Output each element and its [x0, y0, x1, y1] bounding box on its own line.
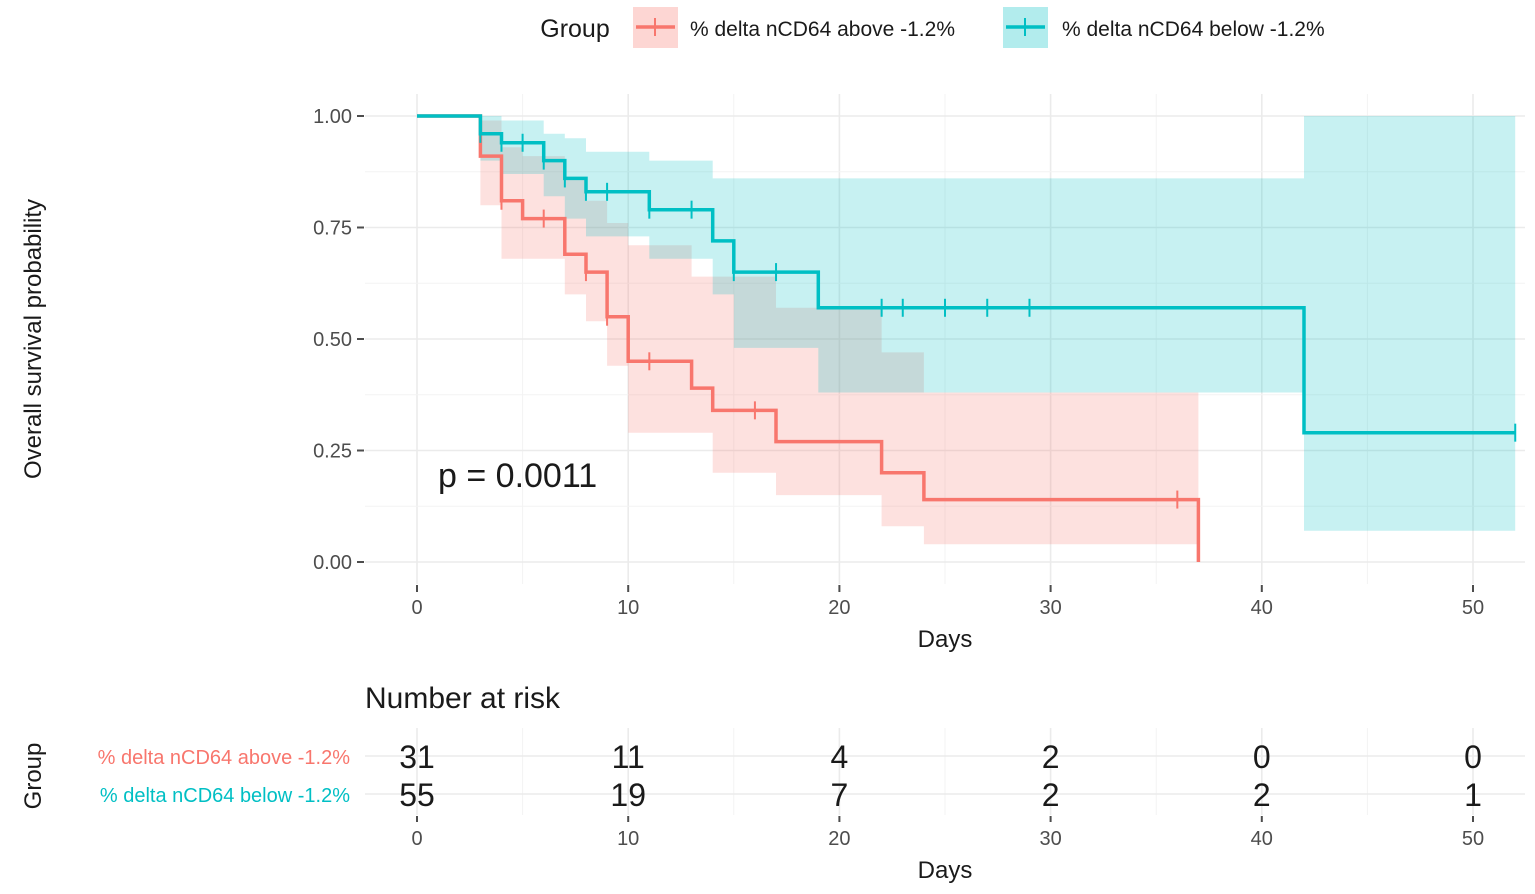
- risk-cell-above: 0: [1253, 739, 1271, 775]
- risk-cell-above: 2: [1042, 739, 1060, 775]
- x-tick-label: 10: [617, 597, 639, 619]
- risk-cell-below: 19: [610, 777, 646, 813]
- risk-table-y-title: Group: [20, 743, 47, 810]
- risk-table-x-title: Days: [918, 857, 973, 884]
- risk-cell-above: 11: [612, 739, 645, 775]
- y-tick-label: 1.00: [313, 106, 352, 128]
- ci-band-above: [417, 116, 1199, 545]
- legend-key-below: [1003, 7, 1048, 48]
- risk-table-title: Number at risk: [365, 682, 561, 715]
- risk-cell-above: 31: [399, 739, 435, 775]
- y-tick-label: 0.25: [313, 441, 352, 463]
- risk-table-cells: 31 11 4 2 0 055 19 7 2 2 1: [399, 739, 1482, 813]
- p-value-annotation: p = 0.0011: [438, 457, 597, 495]
- risk-table: Number at risk % delta nCD64 above -1.2%…: [20, 682, 1525, 884]
- x-tick-label: 50: [1462, 597, 1484, 619]
- risk-x-tick-label: 50: [1462, 828, 1484, 850]
- risk-x-tick-label: 10: [617, 828, 639, 850]
- risk-cell-below: 1: [1464, 777, 1482, 813]
- x-axis-title: Days: [918, 626, 973, 653]
- legend-label-above: % delta nCD64 above -1.2%: [690, 18, 955, 41]
- risk-cell-below: 7: [831, 777, 849, 813]
- risk-x-tick-label: 30: [1039, 828, 1061, 850]
- risk-x-tick-label: 40: [1251, 828, 1273, 850]
- x-tick-label: 40: [1251, 597, 1273, 619]
- y-axis-title: Overall survival probability: [20, 199, 47, 479]
- risk-table-grid: [365, 728, 1525, 815]
- x-tick-label: 20: [828, 597, 850, 619]
- legend-key-above: [633, 7, 678, 48]
- survival-plot: 0.00 0.25 0.50 0.75 1.00 0 10 20 30 40 50 Days Ov…: [20, 94, 1525, 653]
- risk-cell-above: 4: [831, 739, 849, 775]
- legend-label-below: % delta nCD64 below -1.2%: [1062, 18, 1325, 41]
- risk-row-label-above: % delta nCD64 above -1.2%: [98, 747, 351, 769]
- x-axis-ticks: 0 10 20 30 40 50: [411, 585, 1484, 619]
- y-tick-label: 0.75: [313, 218, 352, 240]
- y-tick-label: 0.00: [313, 552, 352, 574]
- y-axis-ticks: 0.00 0.25 0.50 0.75 1.00: [313, 106, 364, 574]
- risk-cell-below: 2: [1253, 777, 1271, 813]
- curve-above: [417, 114, 1201, 562]
- risk-x-tick-label: 20: [828, 828, 850, 850]
- risk-cell-below: 2: [1042, 777, 1060, 813]
- x-tick-label: 30: [1039, 597, 1061, 619]
- confidence-bands: [417, 116, 1516, 545]
- ci-band-below: [417, 116, 1516, 531]
- risk-row-label-below: % delta nCD64 below -1.2%: [100, 785, 350, 807]
- risk-x-tick-label: 0: [411, 828, 422, 850]
- y-tick-label: 0.50: [313, 329, 352, 351]
- risk-table-x-ticks: 0 10 20 30 40 50: [411, 816, 1484, 850]
- risk-cell-above: 0: [1464, 739, 1482, 775]
- censor-marks: [479, 124, 1517, 509]
- risk-cell-below: 55: [399, 777, 435, 813]
- legend: Group % delta nCD64 above -1.2% % delta …: [540, 7, 1325, 48]
- legend-title: Group: [540, 15, 609, 43]
- x-tick-label: 0: [411, 597, 422, 619]
